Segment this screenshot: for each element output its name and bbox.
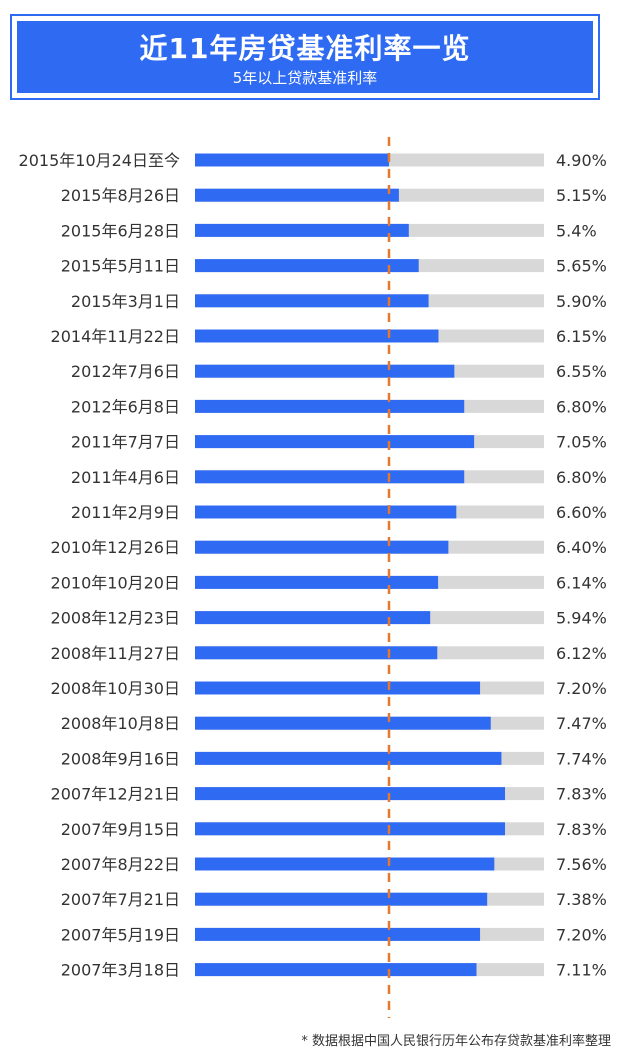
category-label: 2007年3月18日 [61, 961, 180, 980]
bar [195, 505, 457, 519]
category-label: 2010年10月20日 [51, 573, 180, 592]
category-label: 2012年6月8日 [71, 397, 180, 416]
category-label: 2014年11月22日 [51, 327, 180, 346]
header-frame: 近11年房贷基准利率一览 5年以上贷款基准利率 [10, 14, 600, 100]
value-label: 6.55% [556, 362, 607, 381]
category-label: 2010年12月26日 [51, 538, 180, 557]
value-label: 5.15% [556, 186, 607, 205]
value-label: 7.56% [556, 855, 607, 874]
category-label: 2015年5月11日 [61, 257, 180, 276]
bar [195, 575, 439, 589]
category-label: 2011年7月7日 [71, 433, 180, 452]
bar [195, 611, 431, 625]
bar [195, 223, 409, 237]
value-label: 4.90% [556, 151, 607, 170]
bar [195, 188, 399, 202]
bar [195, 681, 481, 695]
category-label: 2008年10月30日 [51, 679, 180, 698]
bar [195, 399, 465, 413]
category-label: 2007年12月21日 [51, 785, 180, 804]
value-label: 6.12% [556, 644, 607, 663]
bar [195, 787, 506, 801]
bar [195, 751, 502, 765]
bar [195, 857, 495, 871]
category-label: 2008年9月16日 [61, 749, 180, 768]
footnote: * 数据根据中国人民银行历年公布存贷款基准利率整理 [301, 1034, 611, 1049]
bar [195, 822, 506, 836]
category-label: 2007年8月22日 [61, 855, 180, 874]
category-label: 2008年11月27日 [51, 644, 180, 663]
value-label: 7.05% [556, 433, 607, 452]
value-label: 5.4% [556, 221, 597, 240]
bar [195, 329, 439, 343]
value-label: 5.65% [556, 257, 607, 276]
value-label: 7.47% [556, 714, 607, 733]
bar [195, 927, 481, 941]
bar [195, 892, 488, 906]
category-label: 2015年8月26日 [61, 186, 180, 205]
bar [195, 364, 455, 378]
bar [195, 153, 389, 167]
value-label: 7.38% [556, 890, 607, 909]
category-label: 2007年9月15日 [61, 820, 180, 839]
category-label: 2008年12月23日 [51, 609, 180, 628]
category-label: 2008年10月8日 [61, 714, 180, 733]
value-label: 5.94% [556, 609, 607, 628]
bar [195, 646, 438, 660]
bar [195, 294, 429, 308]
value-label: 6.80% [556, 468, 607, 487]
category-label: 2007年7月21日 [61, 890, 180, 909]
value-label: 6.15% [556, 327, 607, 346]
category-label: 2011年2月9日 [71, 503, 180, 522]
category-label: 2007年5月19日 [61, 925, 180, 944]
value-label: 7.74% [556, 749, 607, 768]
page-subtitle: 5年以上贷款基准利率 [232, 69, 378, 87]
category-label: 2015年6月28日 [61, 221, 180, 240]
value-label: 7.20% [556, 679, 607, 698]
header-banner: 近11年房贷基准利率一览 5年以上贷款基准利率 [17, 21, 593, 93]
bar [195, 963, 477, 977]
category-label: 2011年4月6日 [71, 468, 180, 487]
bar [195, 716, 491, 730]
category-label: 2015年10月24日至今 [19, 151, 180, 170]
value-label: 7.83% [556, 820, 607, 839]
bar [195, 435, 475, 449]
bar [195, 259, 419, 273]
value-label: 7.83% [556, 785, 607, 804]
page-title: 近11年房贷基准利率一览 [139, 32, 471, 65]
category-label: 2015年3月1日 [71, 292, 180, 311]
value-label: 6.40% [556, 538, 607, 557]
value-label: 7.20% [556, 925, 607, 944]
value-label: 7.11% [556, 961, 607, 980]
category-label: 2012年7月6日 [71, 362, 180, 381]
bar [195, 540, 449, 554]
value-label: 6.60% [556, 503, 607, 522]
bar [195, 470, 465, 484]
value-label: 6.14% [556, 573, 607, 592]
value-label: 5.90% [556, 292, 607, 311]
value-label: 6.80% [556, 397, 607, 416]
